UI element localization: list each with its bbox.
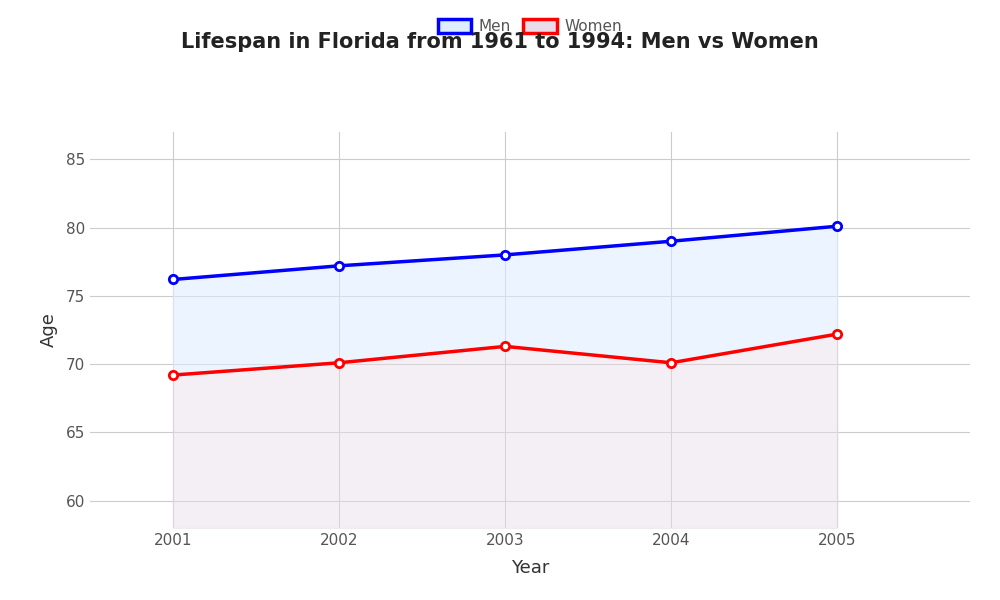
- Y-axis label: Age: Age: [39, 313, 57, 347]
- Legend: Men, Women: Men, Women: [432, 13, 628, 40]
- Text: Lifespan in Florida from 1961 to 1994: Men vs Women: Lifespan in Florida from 1961 to 1994: M…: [181, 32, 819, 52]
- X-axis label: Year: Year: [511, 559, 549, 577]
